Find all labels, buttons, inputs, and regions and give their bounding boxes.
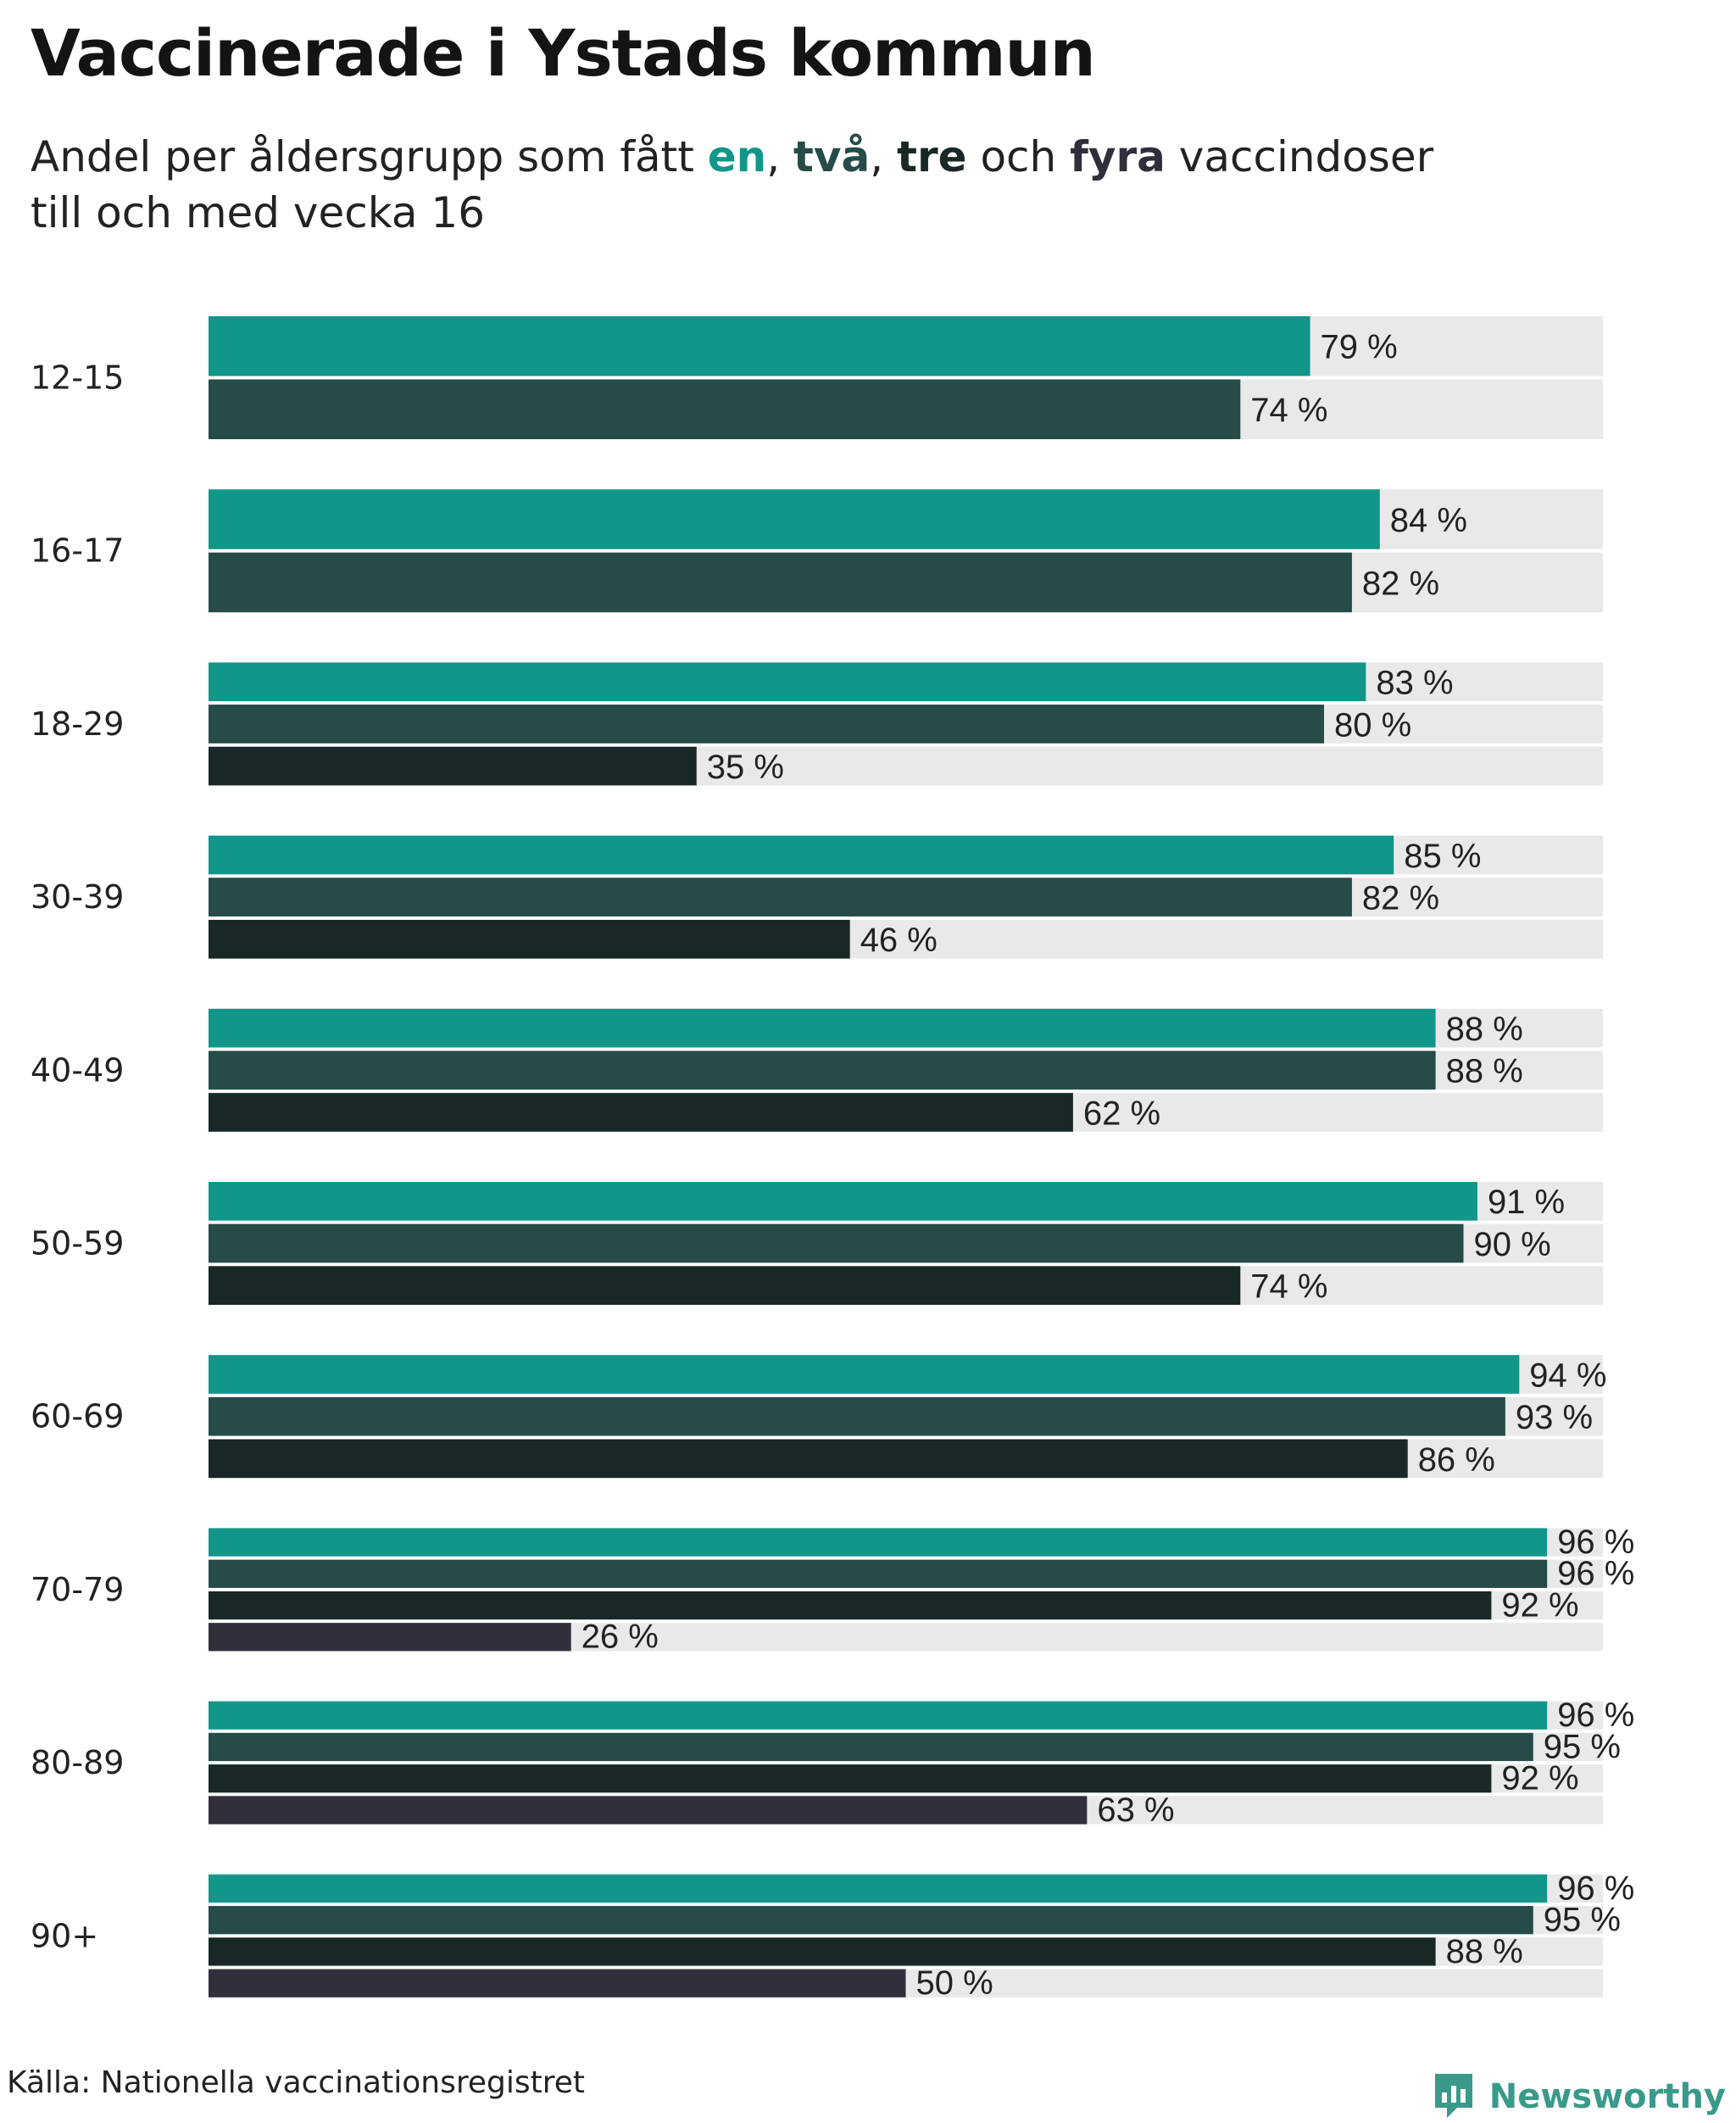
bar-chart: 12-15 79 % 74 % 16-17 84 % 82 % 18-29 83 % 80 % 3… xyxy=(31,316,1634,2002)
bar-30-39-dose-3 xyxy=(209,919,850,959)
category-label: 12-15 xyxy=(31,359,124,397)
bar-90-dose-4 xyxy=(209,1969,906,1998)
source-note: Källa: Nationella vaccinationsregistret xyxy=(7,2065,585,2100)
data-label: 46 % xyxy=(860,922,938,959)
data-label: 92 % xyxy=(1501,1760,1578,1797)
subtitle-dose-tre: tre xyxy=(897,132,967,181)
bar-60-69-dose-3 xyxy=(209,1439,1408,1479)
data-label: 96 % xyxy=(1557,1697,1634,1734)
bar-16-17-dose-1 xyxy=(209,489,1380,549)
bar-50-59-dose-1 xyxy=(209,1182,1477,1221)
category-label: 60-69 xyxy=(31,1398,124,1435)
category-label: 80-89 xyxy=(31,1744,124,1781)
data-label: 95 % xyxy=(1544,1728,1621,1765)
category-label: 90+ xyxy=(31,1917,98,1954)
data-label: 83 % xyxy=(1376,665,1453,702)
bar-70-79-dose-1 xyxy=(209,1528,1548,1557)
bar-60-69-dose-1 xyxy=(209,1355,1520,1394)
data-label: 82 % xyxy=(1362,880,1439,917)
data-label: 91 % xyxy=(1488,1184,1565,1221)
bar-90-dose-2 xyxy=(209,1906,1533,1935)
bar-30-39-dose-2 xyxy=(209,878,1352,917)
brand: Newsworthy xyxy=(1432,2070,1726,2123)
bar-40-49-dose-1 xyxy=(209,1008,1436,1048)
data-label: 88 % xyxy=(1446,1933,1523,1970)
subtitle-sep-2: , xyxy=(870,132,898,181)
bar-70-79-dose-4 xyxy=(209,1623,571,1652)
data-label: 96 % xyxy=(1557,1524,1634,1561)
bar-90-dose-3 xyxy=(209,1937,1436,1966)
data-label: 79 % xyxy=(1321,329,1398,366)
data-label: 50 % xyxy=(916,1964,993,2002)
subtitle-text-post: vaccindoser xyxy=(1165,132,1434,181)
chart-title: Vaccinerade i Ystads kommun xyxy=(31,15,1096,91)
newsworthy-logo-icon xyxy=(1432,2070,1476,2123)
data-label: 74 % xyxy=(1250,1268,1327,1306)
bar-18-29-dose-1 xyxy=(209,662,1366,702)
data-label: 92 % xyxy=(1501,1586,1578,1624)
subtitle-sep-1: , xyxy=(766,132,794,181)
bar-40-49-dose-3 xyxy=(209,1093,1073,1132)
data-label: 94 % xyxy=(1529,1357,1606,1394)
data-label: 26 % xyxy=(581,1619,659,1656)
bar-50-59-dose-2 xyxy=(209,1223,1464,1263)
bar-18-29-dose-3 xyxy=(209,746,697,786)
data-label: 96 % xyxy=(1557,1555,1634,1592)
data-label: 88 % xyxy=(1446,1053,1523,1090)
category-label: 40-49 xyxy=(31,1051,124,1089)
bar-40-49-dose-2 xyxy=(209,1050,1436,1090)
bar-12-15-dose-1 xyxy=(209,316,1310,376)
bar-60-69-dose-2 xyxy=(209,1396,1505,1436)
data-label: 74 % xyxy=(1250,392,1327,429)
data-label: 63 % xyxy=(1097,1791,1174,1829)
data-label: 82 % xyxy=(1362,565,1439,602)
data-label: 93 % xyxy=(1516,1399,1593,1436)
bar-70-79-dose-2 xyxy=(209,1559,1548,1588)
bar-12-15-dose-2 xyxy=(209,379,1241,439)
data-label: 96 % xyxy=(1557,1869,1634,1907)
bar-80-89-dose-2 xyxy=(209,1732,1533,1762)
data-label: 80 % xyxy=(1334,706,1411,744)
data-label: 85 % xyxy=(1404,838,1481,875)
subtitle-dose-tva: två xyxy=(793,132,871,181)
bar-90-dose-1 xyxy=(209,1874,1548,1903)
data-label: 62 % xyxy=(1083,1095,1160,1132)
category-label: 18-29 xyxy=(31,705,124,743)
bar-80-89-dose-3 xyxy=(209,1764,1492,1793)
bar-70-79-dose-3 xyxy=(209,1591,1492,1620)
brand-name: Newsworthy xyxy=(1488,2077,1726,2116)
category-label: 50-59 xyxy=(31,1225,124,1262)
bar-80-89-dose-4 xyxy=(209,1796,1088,1825)
category-label: 30-39 xyxy=(31,878,124,916)
data-label: 88 % xyxy=(1446,1011,1523,1048)
subtitle-line-2: till och med vecka 16 xyxy=(31,188,486,237)
data-label: 90 % xyxy=(1474,1226,1551,1263)
bar-18-29-dose-2 xyxy=(209,705,1324,744)
data-label: 95 % xyxy=(1544,1902,1621,1939)
category-label: 16-17 xyxy=(31,532,124,570)
subtitle-dose-en: en xyxy=(707,132,767,181)
chart-subtitle: Andel per åldersgrupp som fått en, två, … xyxy=(31,129,1433,241)
category-label: 70-79 xyxy=(31,1571,124,1608)
bar-80-89-dose-1 xyxy=(209,1701,1548,1730)
data-label: 84 % xyxy=(1390,502,1467,539)
subtitle-text-mid: och xyxy=(966,132,1071,181)
subtitle-text-pre: Andel per åldersgrupp som fått xyxy=(31,132,708,181)
bar-16-17-dose-2 xyxy=(209,552,1352,613)
data-label: 86 % xyxy=(1418,1441,1495,1479)
bar-30-39-dose-1 xyxy=(209,835,1394,875)
bar-50-59-dose-3 xyxy=(209,1266,1241,1305)
data-label: 35 % xyxy=(707,749,784,786)
subtitle-dose-fyra: fyra xyxy=(1070,132,1166,181)
